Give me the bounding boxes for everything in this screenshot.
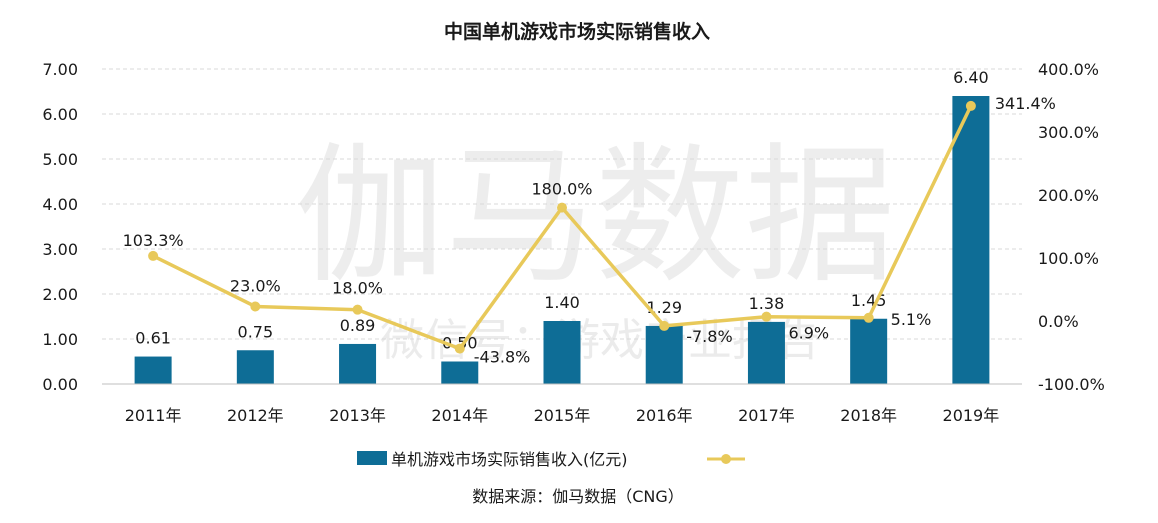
line-point (148, 250, 159, 261)
line-point (557, 202, 567, 213)
x-tick-label: 2018年 (840, 406, 897, 425)
y-left-tick-label: 4.00 (42, 195, 78, 214)
y-right-tick-label: 200.0% (1038, 186, 1099, 205)
x-tick-label: 2012年 (227, 406, 284, 425)
y-right-tick-label: 400.0% (1038, 60, 1099, 79)
y-left-tick-label: 5.00 (42, 150, 78, 169)
x-tick-label: 2013年 (329, 406, 386, 425)
bar (543, 321, 581, 384)
bar-value-label: 0.75 (238, 322, 274, 341)
x-tick-label: 2014年 (431, 406, 488, 425)
bar (952, 96, 990, 384)
line-value-label: 18.0% (332, 279, 383, 298)
watermark-main: 伽马数据 (295, 130, 895, 304)
x-axis: 2011年 2012年 2013年 2014年 2015年 2016年 2017年 2018年… (102, 383, 1022, 425)
line-series: 103.3% 23.0% 18.0% -43.8% 180.0% -7.8% 6.9% 5.1… (123, 94, 1056, 367)
line-point (863, 312, 874, 323)
bar-value-label: 6.40 (953, 68, 989, 87)
bar-value-label: 0.61 (135, 329, 171, 348)
line-value-label: 103.3% (123, 231, 184, 250)
legend-bar-swatch (357, 451, 387, 465)
y-left-tick-label: 1.00 (42, 330, 78, 349)
y-left-tick-label: 3.00 (42, 240, 78, 259)
chart-title: 中国单机游戏市场实际销售收入 (444, 20, 710, 43)
line-value-label: 6.9% (788, 324, 829, 343)
bar-series: 0.61 0.75 0.890.501.40 1.29 1.38 1.456.40 (134, 68, 990, 384)
y-right-tick-label: 300.0% (1038, 123, 1099, 142)
x-tick-label: 2011年 (125, 406, 182, 425)
line-value-label: 5.1% (891, 310, 932, 329)
x-tick-label: 2019年 (943, 406, 1000, 425)
line-value-label: 23.0% (230, 277, 281, 296)
bar-value-label: 1.29 (646, 298, 682, 317)
line-point (965, 100, 976, 111)
line-value-label: 180.0% (531, 180, 592, 199)
line-value-label: -7.8% (686, 327, 732, 346)
bar (747, 321, 785, 384)
bar (236, 350, 274, 384)
legend-line-marker (721, 454, 731, 464)
line-point (761, 311, 772, 322)
x-tick-label: 2016年 (636, 406, 693, 425)
line-point (352, 304, 363, 315)
x-tick-label: 2015年 (534, 406, 591, 425)
bar (441, 361, 479, 384)
y-left-tick-label: 7.00 (42, 60, 78, 79)
watermark-sub: 微信号：游戏产业报告 (380, 315, 820, 366)
line-point (250, 301, 261, 312)
line-point (659, 320, 670, 331)
x-tick-label: 2017年 (738, 406, 795, 425)
y-right-tick-label: 100.0% (1038, 249, 1099, 268)
y-axis-left: 0.00 1.00 2.00 3.00 4.00 5.00 6.00 7.00 (42, 60, 78, 394)
y-left-tick-label: 2.00 (42, 285, 78, 304)
bar (850, 318, 888, 384)
y-axis-right: -100.0% 0.0% 100.0% 200.0% 300.0% 400.0% (1038, 60, 1105, 394)
y-right-tick-label: 0.0% (1038, 312, 1079, 331)
line-value-label: -43.8% (474, 348, 531, 367)
y-left-tick-label: 6.00 (42, 105, 78, 124)
y-left-tick-label: 0.00 (42, 375, 78, 394)
source-note: 数据来源：伽马数据（CNG） (472, 487, 684, 506)
bar (645, 325, 683, 384)
line-point (454, 343, 465, 354)
legend: 单机游戏市场实际销售收入(亿元) (357, 450, 745, 469)
bar (339, 343, 377, 384)
bar (134, 356, 172, 384)
bar-value-label: 1.38 (749, 294, 785, 313)
line-value-label: 341.4% (995, 94, 1056, 113)
bar-value-label: 0.89 (340, 316, 376, 335)
bar-value-label: 1.40 (544, 293, 580, 312)
y-right-tick-label: -100.0% (1038, 375, 1105, 394)
legend-bar-label: 单机游戏市场实际销售收入(亿元) (391, 450, 628, 469)
